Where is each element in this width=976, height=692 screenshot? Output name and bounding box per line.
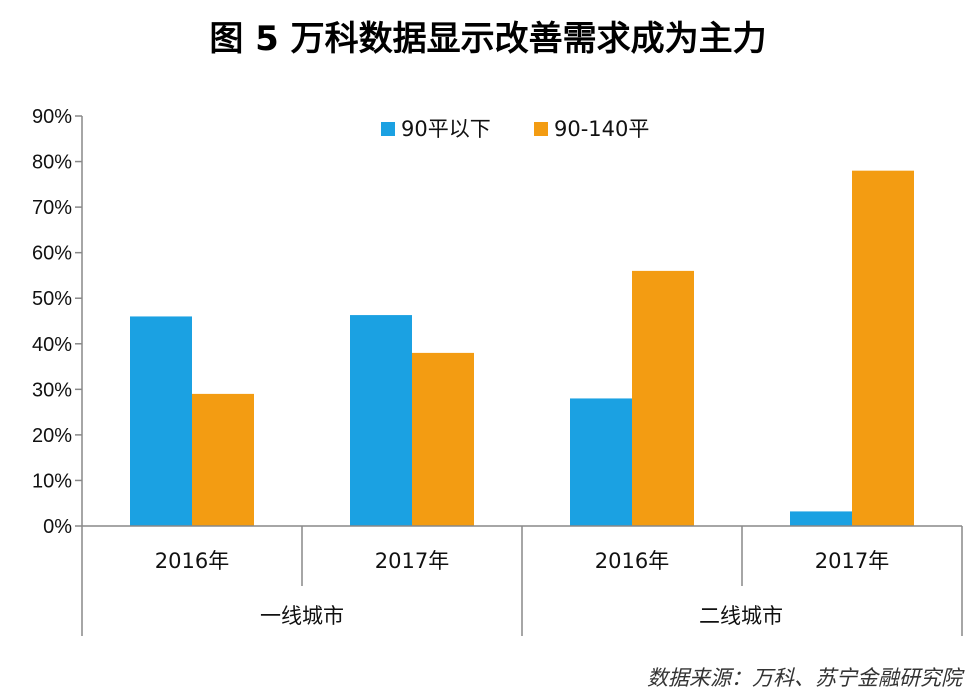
y-tick-label: 30% xyxy=(32,379,72,401)
chart-title: 图 5 万科数据显示改善需求成为主力 xyxy=(209,19,766,59)
legend-label-90-below: 90平以下 xyxy=(401,117,491,141)
bar-under-90-3 xyxy=(790,511,852,526)
y-tick-label: 0% xyxy=(43,516,72,538)
y-tick-label: 20% xyxy=(32,425,72,447)
y-tick-label: 40% xyxy=(32,334,72,356)
bar-under-90-2 xyxy=(570,398,632,526)
x-category-label: 2017年 xyxy=(815,549,889,573)
y-tick-label: 60% xyxy=(32,243,72,265)
y-tick-label: 10% xyxy=(32,470,72,492)
bar-under-90-0 xyxy=(130,316,192,526)
legend-swatch-90-140 xyxy=(534,122,548,136)
bar-under-90-1 xyxy=(350,315,412,526)
y-tick-label: 80% xyxy=(32,152,72,174)
legend-swatch-90-below xyxy=(381,122,395,136)
legend: 90平以下 90-140平 xyxy=(381,117,649,141)
y-tick-label: 70% xyxy=(32,197,72,219)
bars xyxy=(130,170,914,526)
y-axis: 0% 10% 20% 30% 40% 50% 60% 70% 80% 90% xyxy=(32,106,83,538)
group-labels: 一线城市 二线城市 xyxy=(260,604,783,628)
group-label-tier2: 二线城市 xyxy=(699,604,783,628)
bar-90-140-0 xyxy=(192,393,254,526)
bar-90-140-1 xyxy=(412,352,474,526)
y-tick-label: 50% xyxy=(32,288,72,310)
y-tick-label: 90% xyxy=(32,106,72,128)
x-axis: 2016年 2017年 2016年 2017年 xyxy=(81,525,963,636)
bar-90-140-3 xyxy=(852,170,914,526)
bar-90-140-2 xyxy=(632,270,694,526)
group-label-tier1: 一线城市 xyxy=(260,604,344,628)
source-note: 数据来源：万科、苏宁金融研究院 xyxy=(647,666,965,690)
x-category-label: 2016年 xyxy=(595,549,669,573)
legend-label-90-140: 90-140平 xyxy=(554,117,649,141)
x-category-label: 2017年 xyxy=(375,549,449,573)
x-category-label: 2016年 xyxy=(155,549,229,573)
